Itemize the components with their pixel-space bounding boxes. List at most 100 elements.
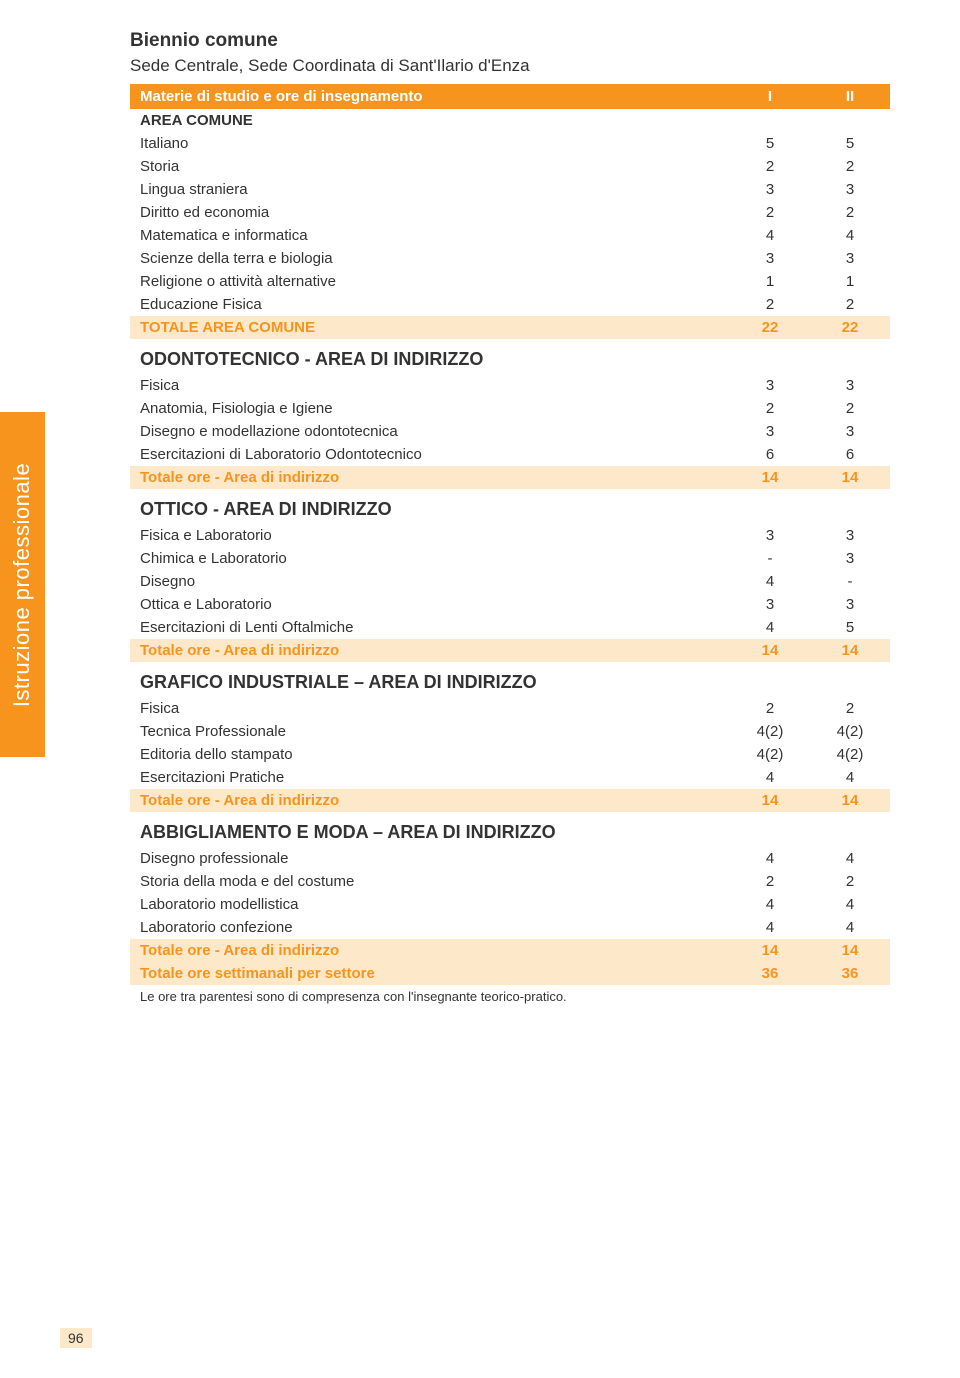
ottico-v1: 4	[730, 570, 810, 593]
ottico-v2: 5	[810, 616, 890, 639]
ottico-row: Esercitazioni di Lenti Oftalmiche45	[130, 616, 890, 639]
ottico-label: Esercitazioni di Lenti Oftalmiche	[130, 616, 730, 639]
area-comune-v2: 3	[810, 247, 890, 270]
area-comune-v2: 2	[810, 293, 890, 316]
odonto-v2: 3	[810, 374, 890, 397]
header-col-1: I	[730, 84, 810, 109]
area-comune-row: Lingua straniera33	[130, 178, 890, 201]
ottico-v1: -	[730, 547, 810, 570]
ottico-v1: 4	[730, 616, 810, 639]
odonto-v1: 3	[730, 374, 810, 397]
sidebar-label: Istruzione professionale	[10, 462, 36, 706]
ottico-row: Ottica e Laboratorio33	[130, 593, 890, 616]
grafico-v1: 4(2)	[730, 743, 810, 766]
ottico-total: Totale ore - Area di indirizzo 14 14	[130, 639, 890, 662]
ottico-v1: 3	[730, 593, 810, 616]
moda-row: Disegno professionale44	[130, 847, 890, 870]
moda-v2: 4	[810, 893, 890, 916]
header-col-2: II	[810, 84, 890, 109]
grafico-heading: GRAFICO INDUSTRIALE – AREA DI INDIRIZZO	[130, 662, 890, 697]
curriculum-table: Materie di studio e ore di insegnamento …	[130, 84, 890, 1008]
area-comune-label: Scienze della terra e biologia	[130, 247, 730, 270]
moda-label: Storia della moda e del costume	[130, 870, 730, 893]
area-comune-row: Educazione Fisica22	[130, 293, 890, 316]
area-comune-row: Diritto ed economia22	[130, 201, 890, 224]
ottico-label: Chimica e Laboratorio	[130, 547, 730, 570]
odonto-row: Fisica33	[130, 374, 890, 397]
moda-row: Storia della moda e del costume22	[130, 870, 890, 893]
ottico-heading: OTTICO - AREA DI INDIRIZZO	[130, 489, 890, 524]
grafico-row: Esercitazioni Pratiche44	[130, 766, 890, 789]
moda-v2: 2	[810, 870, 890, 893]
area-comune-row: Religione o attività alternative11	[130, 270, 890, 293]
odonto-v2: 3	[810, 420, 890, 443]
ottico-v2: 3	[810, 593, 890, 616]
moda-v1: 4	[730, 916, 810, 939]
moda-v1: 4	[730, 847, 810, 870]
page-container: Istruzione professionale Biennio comune …	[0, 0, 960, 1378]
area-comune-v1: 1	[730, 270, 810, 293]
ottico-v1: 3	[730, 524, 810, 547]
grafico-v2: 4	[810, 766, 890, 789]
area-comune-label: Diritto ed economia	[130, 201, 730, 224]
area-comune-row: Scienze della terra e biologia33	[130, 247, 890, 270]
area-comune-v1: 2	[730, 155, 810, 178]
page-title: Biennio comune	[130, 30, 890, 52]
grafico-row: Editoria dello stampato4(2)4(2)	[130, 743, 890, 766]
area-comune-v1: 3	[730, 247, 810, 270]
grafico-v2: 2	[810, 697, 890, 720]
ottico-row: Chimica e Laboratorio-3	[130, 547, 890, 570]
odonto-v1: 3	[730, 420, 810, 443]
ottico-v2: 3	[810, 524, 890, 547]
area-comune-v1: 2	[730, 293, 810, 316]
grand-total: Totale ore settimanali per settore 36 36	[130, 962, 890, 985]
table-header-row: Materie di studio e ore di insegnamento …	[130, 84, 890, 109]
grafico-total: Totale ore - Area di indirizzo 14 14	[130, 789, 890, 812]
sidebar-tab: Istruzione professionale	[0, 412, 45, 757]
moda-label: Disegno professionale	[130, 847, 730, 870]
area-comune-label: Religione o attività alternative	[130, 270, 730, 293]
moda-v1: 2	[730, 870, 810, 893]
odonto-heading: ODONTOTECNICO - AREA DI INDIRIZZO	[130, 339, 890, 374]
moda-label: Laboratorio modellistica	[130, 893, 730, 916]
odonto-row: Esercitazioni di Laboratorio Odontotecni…	[130, 443, 890, 466]
page-subtitle: Sede Centrale, Sede Coordinata di Sant'I…	[130, 56, 890, 76]
grafico-v1: 4(2)	[730, 720, 810, 743]
area-comune-label: Storia	[130, 155, 730, 178]
area-comune-v2: 4	[810, 224, 890, 247]
moda-row: Laboratorio confezione44	[130, 916, 890, 939]
moda-v2: 4	[810, 916, 890, 939]
grafico-label: Esercitazioni Pratiche	[130, 766, 730, 789]
moda-heading: ABBIGLIAMENTO E MODA – AREA DI INDIRIZZO	[130, 812, 890, 847]
grafico-row: Fisica22	[130, 697, 890, 720]
odonto-label: Disegno e modellazione odontotecnica	[130, 420, 730, 443]
area-comune-row: Matematica e informatica44	[130, 224, 890, 247]
area-comune-label: Educazione Fisica	[130, 293, 730, 316]
area-comune-v1: 3	[730, 178, 810, 201]
grafico-label: Editoria dello stampato	[130, 743, 730, 766]
odonto-label: Esercitazioni di Laboratorio Odontotecni…	[130, 443, 730, 466]
grafico-label: Tecnica Professionale	[130, 720, 730, 743]
ottico-v2: -	[810, 570, 890, 593]
ottico-row: Fisica e Laboratorio33	[130, 524, 890, 547]
moda-v1: 4	[730, 893, 810, 916]
area-comune-v2: 1	[810, 270, 890, 293]
odonto-v1: 6	[730, 443, 810, 466]
ottico-label: Ottica e Laboratorio	[130, 593, 730, 616]
grafico-v1: 2	[730, 697, 810, 720]
odonto-v2: 6	[810, 443, 890, 466]
area-comune-row: Italiano55	[130, 132, 890, 155]
area-comune-v1: 4	[730, 224, 810, 247]
page-number: 96	[60, 1328, 92, 1348]
area-comune-v2: 3	[810, 178, 890, 201]
odonto-v2: 2	[810, 397, 890, 420]
moda-label: Laboratorio confezione	[130, 916, 730, 939]
ottico-label: Disegno	[130, 570, 730, 593]
area-comune-label: Lingua straniera	[130, 178, 730, 201]
area-comune-heading: AREA COMUNE	[130, 109, 890, 132]
area-comune-v2: 2	[810, 155, 890, 178]
grafico-v1: 4	[730, 766, 810, 789]
area-comune-row: Storia22	[130, 155, 890, 178]
area-comune-v2: 2	[810, 201, 890, 224]
area-comune-label: Italiano	[130, 132, 730, 155]
